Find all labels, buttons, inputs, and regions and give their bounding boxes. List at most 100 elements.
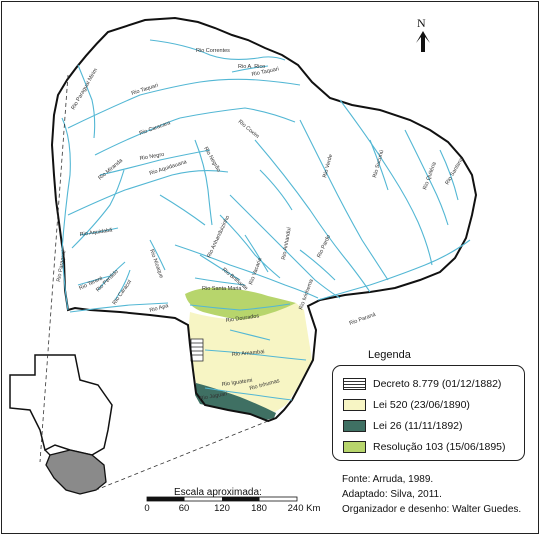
river-ivinhema — [174, 244, 319, 299]
legend-item-decreto: Decreto 8.779 (01/12/1882) — [343, 377, 501, 391]
label-rio-negro: Rio Negro — [139, 152, 164, 162]
label-rio-paraguai: Rio Paraguai — [56, 250, 67, 282]
north-letter: N — [417, 16, 426, 30]
river-a-rico — [231, 65, 269, 73]
legend-swatch-lei-520 — [343, 399, 366, 411]
river-negro — [99, 149, 211, 176]
scale-tick-120: 120 — [214, 503, 230, 514]
label-rio-a-rico: Rio A. Rico — [238, 64, 265, 70]
river-trib-d — [299, 249, 336, 281]
river-dourados — [189, 303, 291, 311]
label-rio-miranda: Rio Miranda — [97, 157, 124, 181]
river-quiteria — [404, 129, 449, 226]
label-rio-verde: Rio Verde — [322, 154, 334, 179]
river-terere — [77, 275, 111, 286]
label-rio-amambai: Rio Amambai — [232, 349, 265, 358]
river-vacaria — [244, 234, 269, 273]
river-pardo — [254, 139, 371, 293]
label-rio-ivinhema: Rio Ivinhema — [298, 278, 315, 311]
label-rio-caracara: Rio Caracara — [139, 120, 172, 137]
river-anhandui — [229, 194, 341, 299]
source-fonte: Fonte: Arruda, 1989. — [342, 474, 434, 485]
river-nioaque — [149, 239, 166, 271]
river-iguatemi — [204, 387, 293, 401]
river-caracara — [94, 117, 181, 156]
source-organizador: Organizador e desenho: Walter Guedes. — [342, 504, 522, 515]
label-rio-paraguai-mirim: Rio Paraguai Mirim — [71, 67, 100, 111]
river-anhanduizinho — [219, 214, 281, 279]
river-correntes — [149, 39, 286, 61]
label-rio-jaguari: Rio Jaguari — [199, 391, 227, 402]
inset-outline — [9, 354, 113, 456]
scale-bar — [146, 496, 298, 502]
river-taquari — [67, 78, 301, 129]
legend-label-lei-26: Lei 26 (11/11/1892) — [373, 420, 463, 432]
river-parana — [317, 239, 471, 301]
river-santa-maria — [194, 277, 246, 286]
label-rio-iguatemi: Rio Iguatemi — [221, 378, 252, 388]
label-rio-caracol: Rio Caracol — [112, 279, 133, 306]
label-rio-correntes: Rio Correntes — [196, 48, 230, 54]
leader-lines — [39, 74, 269, 491]
label-rio-apa: Rio Apa — [149, 303, 170, 314]
legend-box: Decreto 8.779 (01/12/1882) Lei 520 (23/0… — [332, 365, 525, 461]
state-boundary — [50, 16, 478, 423]
river-coxim — [179, 107, 296, 123]
river-aquidaba — [79, 227, 119, 236]
legend-label-lei-520: Lei 520 (23/06/1890) — [373, 399, 470, 411]
legend-title: Legenda — [368, 349, 411, 361]
label-rio-quiteria: Rio Quitéria — [422, 160, 438, 190]
label-rio-parana: Rio Paraná — [349, 312, 378, 327]
zone-lei-26 — [195, 383, 276, 420]
label-rio-anhandui: Rio Anhanduí — [281, 226, 293, 260]
river-paraguai — [61, 117, 71, 311]
scale-tick-0: 0 — [144, 503, 150, 514]
river-trib-e — [229, 329, 271, 341]
label-rio-taquari-upper: Rio Taquari — [251, 66, 279, 78]
legend-item-lei-520: Lei 520 (23/06/1890) — [343, 398, 470, 412]
label-rio-santa-maria: Rio Santa Maria — [202, 286, 242, 292]
inset-boundary-line — [44, 449, 51, 456]
legend-item-resolucao-103: Resolução 103 (15/06/1895) — [343, 440, 506, 454]
river-trib-a — [159, 194, 206, 226]
zone-lei-520 — [188, 303, 312, 412]
river-miranda — [71, 169, 125, 249]
label-rio-aquidaba: Rio Aquidabã — [79, 227, 113, 238]
river-amambai — [204, 349, 307, 361]
source-adaptado: Adaptado: Silva, 2011. — [342, 489, 442, 500]
north-arrow — [416, 31, 430, 52]
label-rio-taquari: Rio Taquari — [131, 83, 159, 97]
legend-swatch-resolucao-103 — [343, 441, 366, 453]
scale-title: Escala aproximada: — [174, 487, 262, 498]
label-rio-pardo: Rio Pardo — [316, 234, 332, 259]
zone-decreto-8779 — [190, 338, 204, 362]
river-network — [61, 39, 471, 401]
river-negrao — [194, 139, 213, 226]
label-rio-santana: Rio Santana — [445, 156, 466, 186]
scale-tick-180: 180 — [251, 503, 267, 514]
zone-resolucao-103 — [185, 287, 296, 322]
label-rio-coxim: Rio Coxim — [237, 119, 261, 140]
label-rio-sucuriu: Rio Sucuriú — [372, 149, 385, 178]
river-perdido — [97, 261, 126, 291]
legend-swatch-decreto — [343, 378, 366, 390]
legend-label-resolucao-103: Resolução 103 (15/06/1895) — [373, 441, 506, 453]
river-paraguai-mirim — [77, 64, 96, 139]
inset-map — [9, 354, 113, 495]
river-santana — [439, 149, 459, 201]
legend-swatch-lei-26 — [343, 420, 366, 432]
river-brilhante — [199, 254, 241, 281]
river-trib-c — [369, 139, 389, 191]
scale-tick-60: 60 — [178, 503, 190, 514]
label-rio-anhanduizinho: Rio Anhanduizinho — [206, 215, 231, 259]
river-apa — [69, 302, 169, 313]
label-rio-vacaria: Rio Vacaria — [248, 256, 264, 285]
legend-item-lei-26: Lei 26 (11/11/1892) — [343, 419, 463, 433]
river-sucuriu — [339, 99, 433, 266]
label-rio-negrao: Rio Negrão — [202, 146, 221, 173]
label-rio-dourados: Rio Dourados — [225, 313, 259, 324]
scale-tick-240: 240 Km — [287, 503, 321, 514]
river-trib-b — [259, 169, 293, 211]
river-verde — [299, 119, 389, 281]
